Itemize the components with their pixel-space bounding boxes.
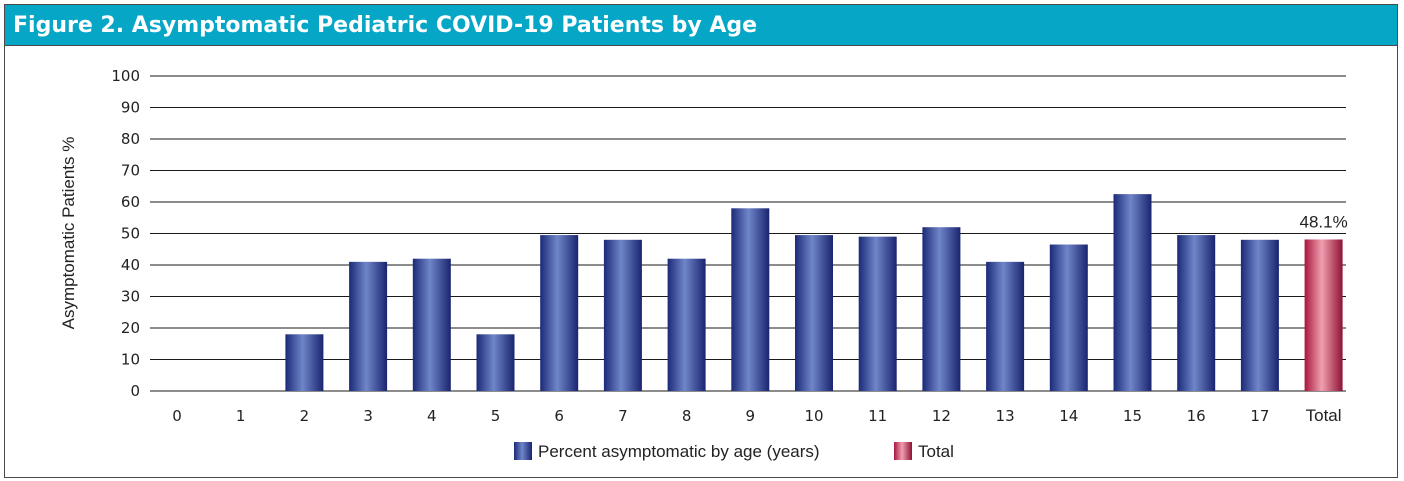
data-label-total: 48.1% [1299, 212, 1347, 231]
x-tick-label: 6 [554, 407, 564, 425]
y-tick-label: 80 [121, 130, 140, 148]
x-tick-label: 17 [1250, 407, 1269, 425]
bar-age-13 [986, 261, 1025, 391]
bar-age-12 [922, 227, 961, 391]
y-tick-label: 20 [121, 319, 140, 337]
x-tick-label: 13 [996, 407, 1015, 425]
x-tick-label: 2 [300, 407, 310, 425]
legend-swatch-age [514, 442, 532, 460]
y-tick-label: 100 [111, 67, 140, 85]
x-tick-label: 1 [236, 407, 246, 425]
figure-frame: Figure 2. Asymptomatic Pediatric COVID-1… [4, 4, 1398, 478]
bar-total [1304, 239, 1343, 391]
bar-age-8 [667, 258, 706, 391]
x-tick-label: 10 [804, 407, 823, 425]
x-tick-label: 4 [427, 407, 437, 425]
x-tick-label: 14 [1059, 407, 1078, 425]
x-tick-label: 7 [618, 407, 628, 425]
x-tick-label: 16 [1187, 407, 1206, 425]
y-tick-label: 90 [121, 99, 140, 117]
legend-swatch-total [894, 442, 912, 460]
legend-label: Total [918, 442, 954, 461]
y-tick-label: 10 [121, 351, 140, 369]
x-tick-label: 3 [363, 407, 373, 425]
data-labels: 48.1% [1299, 212, 1347, 231]
x-tick-labels: 0 1 2 3 4 5 6 7 8 9 10 11 12 13 14 15 16 17 Total [172, 406, 1341, 425]
legend-label: Percent asymptomatic by age (years) [538, 442, 820, 461]
x-tick-label: 11 [868, 407, 887, 425]
bar-age-11 [858, 236, 897, 391]
bar-age-5 [476, 334, 515, 391]
bars [285, 194, 1343, 391]
y-tick-labels: 0 10 20 30 40 50 60 70 80 90 100 [111, 67, 140, 400]
legend: Percent asymptomatic by age (years) Total [514, 442, 954, 461]
bar-age-9 [731, 208, 770, 391]
x-tick-label: 9 [746, 407, 756, 425]
figure-title: Figure 2. Asymptomatic Pediatric COVID-1… [5, 5, 1397, 46]
bar-age-10 [795, 235, 833, 391]
y-tick-label: 70 [121, 162, 140, 180]
bar-age-17 [1240, 239, 1279, 391]
bar-age-15 [1113, 194, 1152, 391]
y-tick-label: 40 [121, 256, 140, 274]
y-tick-label: 30 [121, 288, 140, 306]
bar-age-6 [540, 235, 579, 391]
y-axis-label: Asymptomatic Patients % [59, 137, 78, 330]
y-tick-label: 0 [130, 382, 140, 400]
x-tick-label: 0 [172, 407, 182, 425]
x-tick-label: 15 [1123, 407, 1142, 425]
x-tick-label: Total [1306, 406, 1342, 425]
y-tick-label: 50 [121, 225, 140, 243]
x-tick-label: 5 [491, 407, 501, 425]
bar-age-4 [412, 258, 451, 391]
bar-age-2 [285, 334, 324, 391]
bar-age-7 [603, 239, 642, 391]
x-tick-label: 12 [932, 407, 951, 425]
bar-age-16 [1177, 235, 1216, 391]
y-tick-label: 60 [121, 193, 140, 211]
bar-age-3 [349, 261, 388, 391]
x-tick-label: 8 [682, 407, 692, 425]
bar-age-14 [1049, 244, 1088, 391]
